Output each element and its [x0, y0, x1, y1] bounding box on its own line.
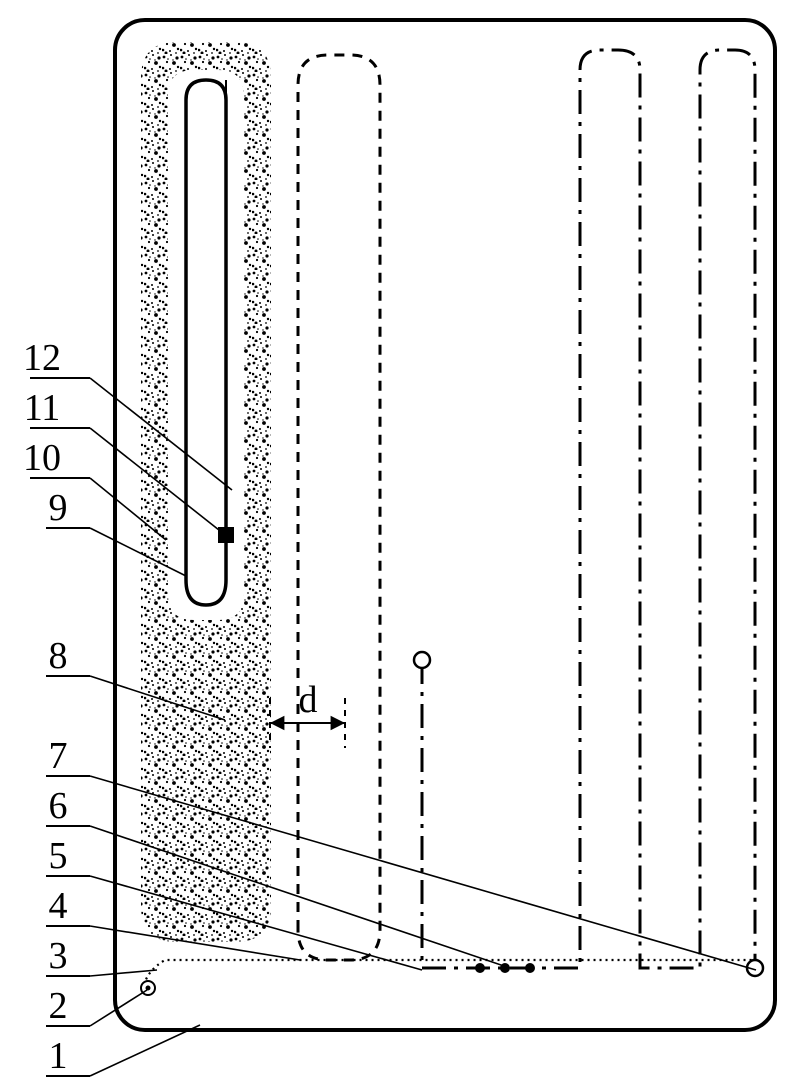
callout-number: 10 [23, 437, 61, 479]
callout-number: 4 [49, 885, 68, 927]
callout-number: 6 [49, 785, 68, 827]
callout-number: 1 [49, 1035, 68, 1077]
callout-number: 7 [49, 735, 68, 777]
ellipsis-dot [475, 963, 485, 973]
callout-number: 2 [49, 985, 68, 1027]
callout-number: 9 [49, 487, 68, 529]
sensor-square [218, 527, 234, 543]
callout-number: 11 [24, 387, 61, 429]
callout-number: 5 [49, 835, 68, 877]
serpentine-start-marker [414, 652, 430, 668]
callout-number: 8 [49, 635, 68, 677]
ellipsis-dot [525, 963, 535, 973]
callout-number: 3 [49, 935, 68, 977]
dim-label: d [299, 679, 318, 721]
callout-number: 12 [23, 337, 61, 379]
